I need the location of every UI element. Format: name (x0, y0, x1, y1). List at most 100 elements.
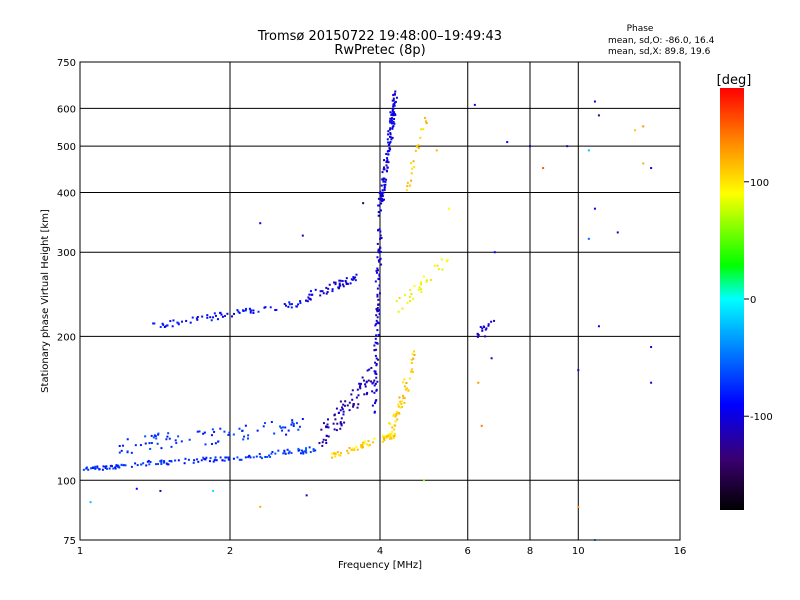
data-point (398, 412, 401, 415)
data-point (490, 357, 493, 360)
data-point (356, 388, 359, 391)
data-point (381, 178, 384, 181)
data-point (394, 420, 397, 423)
data-point (333, 281, 336, 284)
data-point (406, 185, 409, 188)
data-point (149, 461, 152, 464)
data-point (389, 436, 392, 439)
data-point (387, 141, 390, 144)
data-point (364, 385, 367, 388)
data-point (420, 128, 423, 131)
data-point (203, 458, 206, 461)
data-point (122, 464, 125, 467)
data-point (275, 308, 278, 311)
data-point (373, 437, 376, 440)
data-point (377, 211, 380, 214)
data-point (146, 460, 149, 463)
data-point (597, 114, 600, 117)
data-point (393, 413, 396, 416)
data-point (413, 166, 416, 169)
data-point (418, 286, 421, 289)
data-point (356, 448, 359, 451)
data-point (393, 428, 396, 431)
data-point (352, 403, 355, 406)
data-point (424, 120, 427, 123)
data-point (212, 489, 215, 492)
data-point (330, 452, 333, 455)
colorbar-tick-label: -100 (750, 412, 773, 423)
data-point (120, 449, 123, 452)
data-point (378, 192, 381, 195)
data-point (126, 438, 129, 441)
data-point (410, 179, 413, 182)
data-point (171, 325, 174, 328)
data-point (477, 381, 480, 384)
data-point (388, 120, 391, 123)
y-axis-label: Stationary phase Virtual Height [km] (40, 209, 51, 393)
data-point (314, 449, 317, 452)
data-point (383, 168, 386, 171)
data-point (376, 316, 379, 319)
data-point (634, 129, 637, 132)
data-point (371, 390, 374, 393)
data-point (213, 458, 216, 461)
data-point (252, 456, 255, 459)
data-point (380, 197, 383, 200)
data-point (380, 184, 383, 187)
data-point (326, 426, 329, 429)
data-point (157, 463, 160, 466)
data-point (341, 280, 344, 283)
data-point (493, 251, 496, 254)
data-point (333, 428, 336, 431)
data-point (344, 400, 347, 403)
data-point (148, 463, 151, 466)
data-point (597, 325, 600, 328)
data-point (374, 341, 377, 344)
data-point (379, 234, 382, 237)
data-point (379, 237, 382, 240)
data-point (376, 342, 379, 345)
data-point (297, 449, 300, 452)
data-point (322, 292, 325, 295)
data-point (259, 455, 262, 458)
data-point (87, 468, 90, 471)
data-point (375, 271, 378, 274)
data-point (282, 452, 285, 455)
data-point (391, 108, 394, 111)
data-point (106, 467, 109, 470)
data-point (305, 447, 308, 450)
data-point (309, 290, 312, 293)
data-point (359, 387, 362, 390)
data-point (391, 426, 394, 429)
data-point (174, 459, 177, 462)
data-point (382, 178, 385, 181)
data-point (219, 456, 222, 459)
data-point (377, 214, 380, 217)
data-point (243, 435, 246, 438)
data-point (419, 288, 422, 291)
data-point (257, 310, 260, 313)
data-point (394, 90, 397, 93)
data-point (360, 444, 363, 447)
data-point (386, 159, 389, 162)
data-point (412, 357, 415, 360)
data-point (118, 445, 121, 448)
data-point (483, 325, 486, 328)
data-point (375, 388, 378, 391)
data-point (376, 321, 379, 324)
data-point (212, 316, 215, 319)
data-point (172, 319, 175, 322)
data-point (381, 191, 384, 194)
data-point (180, 440, 183, 443)
data-point (238, 311, 241, 314)
data-point (274, 309, 277, 312)
data-point (490, 320, 493, 323)
data-point (406, 301, 409, 304)
data-point (351, 398, 354, 401)
data-point (85, 466, 88, 469)
data-point (325, 434, 328, 437)
data-point (383, 159, 386, 162)
data-point (411, 352, 414, 355)
data-point (334, 283, 337, 286)
phase-box-title: Phase (627, 24, 654, 34)
